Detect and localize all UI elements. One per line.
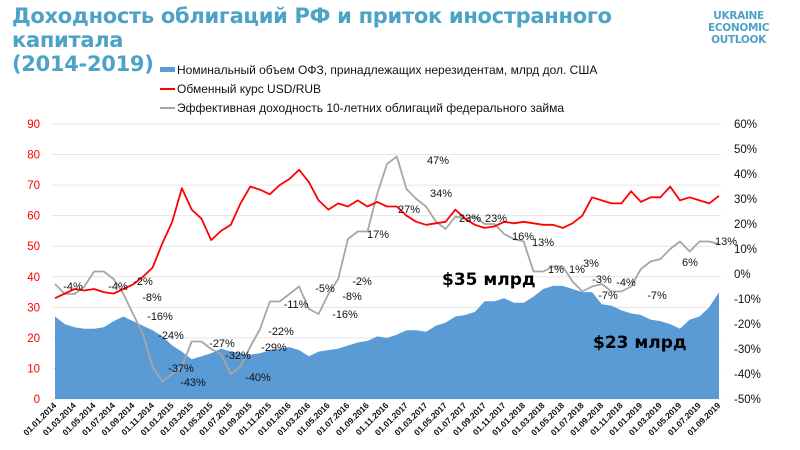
legend-item-yield: Эффективная доходность 10-летних облигац… [160,98,597,117]
data-label: 47% [427,155,449,167]
legend-swatch-exchange-rate [160,87,175,90]
legend: Номинальный объем ОФЗ, принадлежащих нер… [160,60,597,117]
right-axis-tick-label: -10% [734,294,761,306]
data-label: 6% [682,257,698,269]
right-axis-tick-label: -40% [734,369,761,381]
x-axis-ticks: 01.01.201401.03.201401.05.201401.07.2014… [21,400,722,437]
line-series-layer [54,155,720,383]
right-axis-tick-label: 10% [734,244,757,256]
data-label: 16% [512,231,534,243]
annotation-35bn: $35 млрд [442,270,536,290]
data-label: -22% [268,326,294,338]
right-axis-tick-label: 20% [734,219,757,231]
data-label: -24% [158,330,184,342]
data-label: -4% [616,277,636,289]
legend-label-area: Номинальный объем ОФЗ, принадлежащих нер… [177,62,598,77]
right-axis-tick-label: 60% [734,119,757,131]
left-axis-tick-label: 20 [27,333,40,345]
data-label: -4% [63,281,83,293]
data-label: -16% [147,311,173,323]
legend-swatch-yield [160,106,175,109]
data-label: 17% [367,229,389,241]
area-ofz-nonresidents [55,285,719,399]
left-axis-ticks: 0 10 20 30 40 50 60 70 80 90 [27,119,40,406]
left-axis-tick-label: 0 [34,394,40,406]
data-label: -3% [592,274,612,286]
line-usd-rub [54,168,720,300]
data-labels-layer: -4% -4% -2% -8% -16% -24% -37% -43% -27%-32% -40%… [63,155,737,389]
area-series-layer [55,285,719,399]
left-axis-tick-label: 10 [27,363,40,375]
left-axis-tick-label: 80 [27,150,40,162]
logo: UKRAINE ECONOMIC OUTLOOK [708,10,769,46]
chart-title: Доходность облигаций РФ и приток иностра… [12,4,692,76]
chart-title-line2: (2014-2019) [12,52,154,76]
data-label: 23% [459,213,481,225]
data-label: -4% [108,281,128,293]
data-label: -43% [180,377,206,389]
left-axis-tick-label: 30 [27,302,40,314]
right-axis-tick-label: -20% [734,319,761,331]
data-label: 13% [532,237,554,249]
data-label: 23% [485,213,507,225]
left-axis-tick-label: 70 [27,180,40,192]
legend-label-yield: Эффективная доходность 10-летних облигац… [177,100,565,115]
logo-line1: UKRAINE [713,10,764,22]
right-axis-tick-label: -30% [734,344,761,356]
data-label: 3% [583,258,599,270]
legend-label-exchange-rate: Обменный курс USD/RUB [177,81,322,96]
line-bond-yield [54,155,720,383]
right-axis-ticks: -50% -40% -30% -20% -10% 0% 10% 20% 30% 40% 50% 60% [734,119,761,406]
data-label: -2% [133,276,153,288]
data-label: -27% [209,338,235,350]
data-label: -29% [261,342,287,354]
data-label: 27% [398,204,420,216]
right-axis-tick-label: -50% [734,394,761,406]
data-label: -7% [647,290,667,302]
logo-line2: ECONOMIC [708,22,770,34]
data-label: -2% [352,276,372,288]
right-axis-tick-label: 0% [734,269,751,281]
left-axis-tick-label: 60 [27,211,40,223]
data-label: -11% [284,299,309,311]
data-label: 1% [548,264,564,276]
right-axis-tick-label: 40% [734,169,757,181]
logo-line3: OUTLOOK [711,34,766,46]
data-label: 34% [430,188,452,200]
annotation-23bn: $23 млрд [593,333,687,353]
data-label: -37% [168,363,194,375]
left-axis-tick-label: 50 [27,241,40,253]
data-label: -5% [315,283,335,295]
legend-item-exchange-rate: Обменный курс USD/RUB [160,79,597,98]
data-label: -16% [332,309,358,321]
data-label: 13% [715,236,737,248]
chart-title-line1: Доходность облигаций РФ и приток иностра… [12,4,612,52]
data-label: -8% [142,292,162,304]
data-label: -40% [245,372,271,384]
left-axis-tick-label: 90 [27,119,40,131]
legend-item-area: Номинальный объем ОФЗ, принадлежащих нер… [160,60,597,79]
right-axis-tick-label: 30% [734,194,757,206]
data-label: 1% [569,264,585,276]
right-axis-tick-label: 50% [734,144,757,156]
data-label: -32% [225,350,251,362]
left-axis-tick-label: 40 [27,272,40,284]
data-label: -7% [598,290,618,302]
legend-swatch-area [160,67,175,72]
data-label: -8% [342,291,362,303]
